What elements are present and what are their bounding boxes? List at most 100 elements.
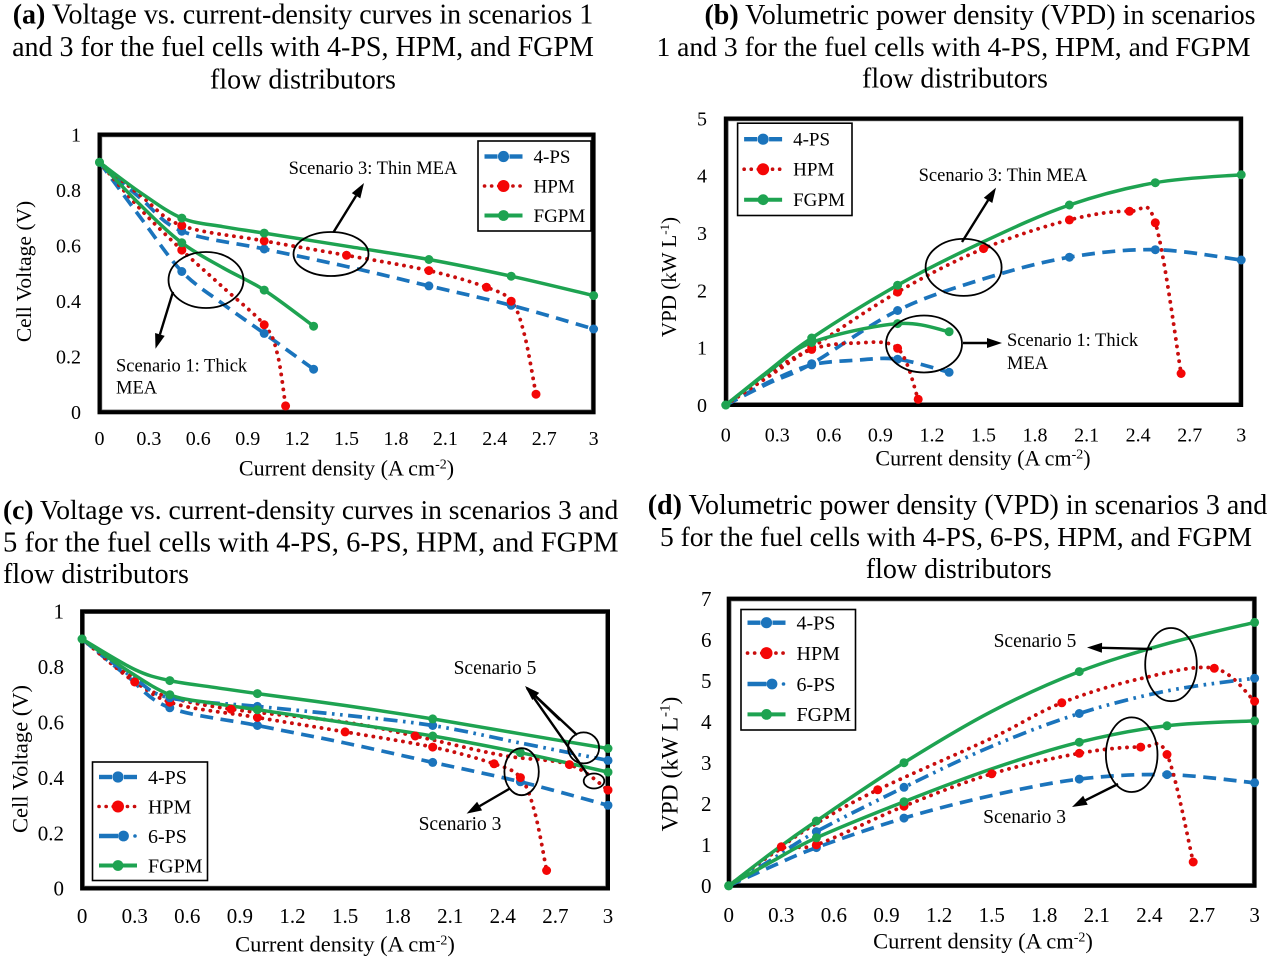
svg-text:6-PS: 6-PS [797,674,836,696]
svg-text:(c) Voltage vs. current-densit: (c) Voltage vs. current-density curves i… [3,494,619,525]
svg-text:Current density (A cm-2): Current density (A cm-2) [875,446,1090,471]
svg-text:FGPM: FGPM [148,855,203,877]
svg-text:1: 1 [697,338,707,360]
svg-text:Current density (A cm-2): Current density (A cm-2) [873,929,1093,954]
svg-text:4-PS: 4-PS [793,130,830,151]
svg-text:HPM: HPM [148,796,192,818]
svg-text:0.6: 0.6 [186,428,211,450]
svg-text:VPD (kW L-1): VPD (kW L-1) [658,697,684,832]
svg-text:0.9: 0.9 [868,425,893,447]
svg-text:0: 0 [723,903,734,927]
svg-text:4-PS: 4-PS [148,767,187,789]
svg-text:flow distributors: flow distributors [210,64,396,95]
svg-text:2.4: 2.4 [1136,903,1163,927]
svg-text:2.7: 2.7 [542,904,568,928]
svg-text:2: 2 [701,792,712,816]
svg-text:3: 3 [697,223,707,245]
svg-text:0.6: 0.6 [821,903,847,927]
svg-text:1.5: 1.5 [334,428,359,450]
svg-text:4-PS: 4-PS [797,613,836,635]
svg-text:Scenario 3: Thin MEA: Scenario 3: Thin MEA [289,159,458,179]
svg-text:4: 4 [701,710,712,734]
svg-text:2.7: 2.7 [1189,903,1215,927]
svg-text:0.3: 0.3 [765,425,790,447]
svg-text:VPD (kW L-1): VPD (kW L-1) [657,217,681,337]
svg-text:0.6: 0.6 [816,425,841,447]
svg-text:Scenario 3: Scenario 3 [419,814,502,835]
svg-text:0.8: 0.8 [38,655,64,679]
svg-text:2.1: 2.1 [433,428,458,450]
svg-text:MEA: MEA [1007,354,1049,374]
svg-text:Current density (A cm-2): Current density (A cm-2) [235,932,455,957]
svg-text:flow distributors: flow distributors [862,64,1048,95]
svg-text:flow distributors: flow distributors [866,554,1052,585]
svg-text:0: 0 [54,877,65,901]
svg-text:0: 0 [701,874,712,898]
svg-text:1: 1 [71,124,81,146]
svg-text:2.1: 2.1 [437,904,463,928]
svg-text:0.3: 0.3 [768,903,794,927]
svg-text:Scenario 5: Scenario 5 [994,631,1077,652]
svg-text:2.7: 2.7 [1177,425,1202,447]
svg-text:0.2: 0.2 [38,821,64,845]
svg-text:FGPM: FGPM [793,190,845,211]
svg-text:1.5: 1.5 [979,903,1005,927]
svg-text:2.1: 2.1 [1074,425,1099,447]
svg-text:HPM: HPM [793,160,834,181]
svg-text:Cell Voltage (V): Cell Voltage (V) [12,201,36,342]
svg-text:(a) Voltage vs. current-densit: (a) Voltage vs. current-density curves i… [13,0,594,31]
svg-text:3: 3 [603,904,614,928]
svg-text:4: 4 [697,166,707,188]
svg-text:1.2: 1.2 [285,428,310,450]
svg-text:Cell Voltage (V): Cell Voltage (V) [8,685,33,833]
svg-text:0: 0 [697,395,707,417]
svg-text:0.6: 0.6 [56,236,81,258]
svg-text:6-PS: 6-PS [148,826,187,848]
svg-text:2.4: 2.4 [1126,425,1151,447]
svg-text:0: 0 [77,904,88,928]
svg-text:1.8: 1.8 [1023,425,1048,447]
svg-text:3: 3 [1236,425,1246,447]
svg-text:3: 3 [589,428,599,450]
svg-text:5: 5 [697,108,707,130]
svg-text:1.2: 1.2 [926,903,952,927]
svg-text:2.7: 2.7 [532,428,557,450]
svg-text:0: 0 [95,428,105,450]
svg-text:1.5: 1.5 [332,904,358,928]
svg-text:FGPM: FGPM [534,206,586,227]
svg-text:MEA: MEA [116,379,158,399]
svg-text:Current density (A cm-2): Current density (A cm-2) [239,456,454,481]
svg-text:Scenario 3: Thin MEA: Scenario 3: Thin MEA [919,166,1088,186]
svg-text:0.4: 0.4 [56,291,81,313]
svg-text:flow distributors: flow distributors [3,559,189,590]
svg-text:0: 0 [721,425,731,447]
svg-text:0.9: 0.9 [227,904,253,928]
svg-text:0.2: 0.2 [56,347,81,369]
svg-text:0.3: 0.3 [122,904,148,928]
svg-text:1.2: 1.2 [920,425,945,447]
svg-text:(d) Volumetric power density (: (d) Volumetric power density (VPD) in sc… [648,490,1268,521]
svg-text:4-PS: 4-PS [534,147,571,168]
svg-text:0.6: 0.6 [38,710,64,734]
svg-text:Scenario 1: Thick: Scenario 1: Thick [1007,331,1139,351]
svg-text:1 and 3 for the fuel cells wit: 1 and 3 for the fuel cells with 4-PS, HP… [656,31,1250,62]
svg-text:2.4: 2.4 [490,904,517,928]
svg-text:0.3: 0.3 [136,428,161,450]
svg-text:5 for the fuel cells with 4-PS: 5 for the fuel cells with 4-PS, 6-PS, HP… [3,528,619,559]
svg-text:3: 3 [1249,903,1260,927]
svg-text:7: 7 [701,587,712,611]
svg-text:5 for the fuel cells with 4-PS: 5 for the fuel cells with 4-PS, 6-PS, HP… [660,521,1252,552]
svg-text:1.8: 1.8 [384,428,409,450]
svg-text:0.9: 0.9 [235,428,260,450]
svg-text:FGPM: FGPM [797,704,852,726]
svg-text:1: 1 [54,600,65,624]
svg-text:1: 1 [701,833,712,857]
svg-text:(b) Volumetric power density (: (b) Volumetric power density (VPD) in sc… [704,0,1255,31]
svg-text:0.6: 0.6 [174,904,200,928]
svg-text:Scenario 3: Scenario 3 [983,807,1066,828]
svg-text:2: 2 [697,280,707,302]
svg-text:2.4: 2.4 [482,428,507,450]
svg-text:0.4: 0.4 [38,766,65,790]
svg-text:2.1: 2.1 [1084,903,1110,927]
svg-text:1.5: 1.5 [971,425,996,447]
